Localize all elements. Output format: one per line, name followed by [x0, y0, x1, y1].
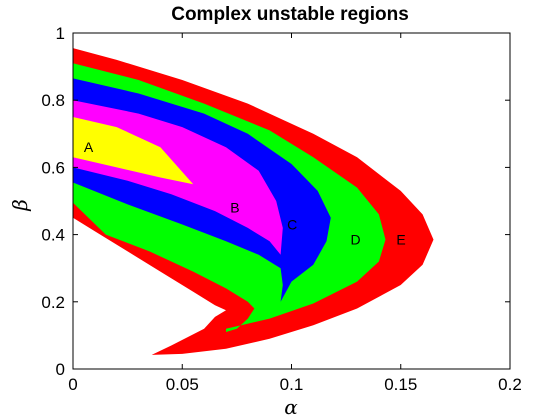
chart-title: Complex unstable regions — [171, 4, 409, 25]
y-tick-label: 0.8 — [41, 91, 65, 110]
y-tick-label: 0.2 — [41, 293, 65, 312]
region-a — [73, 117, 194, 185]
y-tick-label: 0 — [56, 360, 65, 379]
regions — [73, 48, 434, 355]
region-label-b: B — [230, 200, 239, 216]
x-tick-label: 0.05 — [166, 375, 199, 394]
region-labels: E D C B A — [84, 139, 406, 247]
x-tick-label: 0.1 — [280, 375, 304, 394]
x-axis-label: α — [284, 395, 298, 419]
ticks: 0 0.05 0.1 0.15 0.2 0 0.2 0.4 0.6 0.8 1 — [41, 24, 521, 394]
x-tick-label: 0 — [68, 375, 77, 394]
y-axis-label: β — [8, 199, 32, 212]
region-label-a: A — [84, 139, 94, 155]
region-label-d: D — [351, 232, 361, 248]
y-tick-label: 0.6 — [41, 158, 65, 177]
x-tick-label: 0.15 — [384, 375, 417, 394]
region-label-c: C — [287, 217, 297, 233]
x-tick-label: 0.2 — [498, 375, 522, 394]
y-tick-label: 0.4 — [41, 226, 65, 245]
y-tick-label: 1 — [56, 24, 65, 43]
region-label-e: E — [396, 232, 405, 248]
